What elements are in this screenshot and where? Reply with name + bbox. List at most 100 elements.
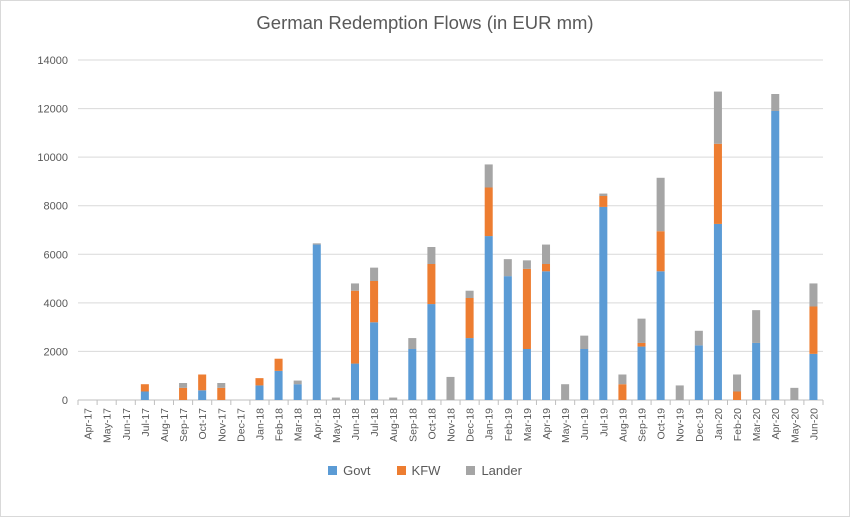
x-tick-label: Jan-18 [254, 408, 266, 440]
bar-segment-lander [522, 260, 531, 269]
bar-segment-lander [656, 177, 665, 232]
bar-segment-govt [503, 276, 512, 400]
bar-segment-govt [599, 206, 608, 400]
chart-title: German Redemption Flows (in EUR mm) [256, 12, 594, 33]
x-tick-label: Mar-19 [522, 408, 534, 441]
y-tick-label: 14000 [37, 55, 68, 67]
bar-segment-govt [408, 349, 417, 400]
bar-segment-lander [561, 384, 570, 400]
bar-segment-govt [350, 363, 359, 400]
bar-segment-govt [370, 322, 379, 400]
legend-label-lander: Lander [481, 463, 522, 478]
x-tick-label: Nov-17 [216, 408, 228, 442]
bar-segment-lander [694, 330, 703, 346]
bar-segment-govt [580, 349, 589, 400]
bar-segment-govt [140, 391, 149, 400]
bar-segment-lander [771, 94, 780, 111]
bar-segment-govt [274, 370, 283, 400]
x-tick-label: Sep-19 [637, 408, 649, 442]
y-tick-label: 2000 [44, 346, 68, 358]
bar-segment-kfw [370, 281, 379, 323]
x-tick-label: Feb-20 [732, 408, 744, 441]
x-tick-label: Apr-19 [541, 408, 553, 440]
bar-segment-kfw [522, 268, 531, 349]
bar-segment-kfw [713, 143, 722, 224]
bar-segment-govt [694, 345, 703, 400]
x-tick-label: Feb-19 [503, 408, 515, 441]
bar-segment-govt [771, 111, 780, 400]
bar-segment-kfw [179, 387, 188, 400]
bar-segment-lander [542, 244, 551, 264]
bar-segment-lander [599, 193, 608, 196]
bar-segment-kfw [656, 231, 665, 272]
bar-segment-lander [446, 376, 455, 400]
legend-item-govt: Govt [328, 463, 371, 478]
bar-segment-govt [542, 271, 551, 400]
bar-segment-kfw [255, 378, 264, 386]
bar-segment-lander [752, 310, 761, 343]
x-tick-label: Jun-19 [579, 408, 591, 440]
bar-segment-lander [312, 243, 321, 245]
x-tick-label: Feb-18 [274, 408, 286, 441]
y-tick-label: 6000 [44, 249, 68, 261]
x-tick-label: May-18 [331, 408, 343, 443]
x-tick-label: Jan-19 [484, 408, 496, 440]
bar-segment-govt [713, 223, 722, 400]
bar-segment-govt [656, 271, 665, 400]
y-tick-label: 4000 [44, 298, 68, 310]
x-tick-label: Aug-17 [159, 408, 171, 442]
bar-segment-kfw [465, 298, 474, 339]
x-tick-label: Mar-20 [751, 408, 763, 441]
x-tick-label: Jan-20 [713, 408, 725, 440]
bar-segment-govt [752, 342, 761, 400]
bar-segment-govt [484, 236, 493, 400]
x-tick-label: Apr-20 [770, 408, 782, 440]
bar-segment-lander [733, 374, 742, 392]
bar-segment-govt [293, 384, 302, 400]
x-tick-label: Nov-18 [446, 408, 458, 442]
x-tick-label: Jun-18 [350, 408, 362, 440]
x-tick-label: Jul-19 [598, 408, 610, 437]
bar-segment-kfw [484, 187, 493, 237]
bar-segment-govt [465, 338, 474, 400]
bar-segment-kfw [350, 290, 359, 364]
legend-swatch-kfw [396, 466, 406, 475]
legend-swatch-lander [466, 466, 476, 475]
bar-segment-lander [580, 335, 589, 349]
bar-segment-lander [790, 387, 799, 400]
x-tick-label: Jul-18 [369, 408, 381, 437]
bar-segment-govt [637, 346, 646, 400]
bar-segment-lander [408, 338, 417, 349]
x-tick-label: Apr-18 [312, 408, 324, 440]
bar-segment-lander [293, 380, 302, 385]
bar-segment-lander [503, 259, 512, 277]
x-tick-label: Dec-19 [694, 408, 706, 442]
legend-label-kfw: KFW [411, 463, 441, 478]
x-tick-label: Dec-18 [465, 408, 477, 442]
bar-segment-lander [809, 283, 818, 307]
bar-segment-lander [484, 164, 493, 188]
bar-segment-lander [675, 385, 684, 400]
bar-segment-lander [465, 290, 474, 298]
x-tick-label: Nov-19 [675, 408, 687, 442]
legend-item-kfw: KFW [396, 463, 441, 478]
x-tick-label: Sep-18 [407, 408, 419, 442]
legend-label-govt: Govt [343, 463, 371, 478]
bar-segment-lander [427, 247, 436, 264]
bar-segment-govt [522, 349, 531, 400]
bar-segment-govt [198, 390, 207, 400]
x-tick-label: Jul-17 [140, 408, 152, 437]
bar-segment-govt [427, 304, 436, 400]
bar-segment-kfw [274, 358, 283, 371]
x-tick-label: Aug-19 [617, 408, 629, 442]
bar-segment-kfw [140, 384, 149, 392]
bar-segment-lander [331, 397, 340, 400]
y-tick-label: 12000 [37, 104, 68, 116]
chart-legend: Govt KFW Lander [0, 463, 850, 478]
bar-segment-lander [217, 383, 226, 388]
bar-segment-kfw [217, 387, 226, 400]
bar-segment-lander [350, 283, 359, 291]
bar-segment-lander [370, 267, 379, 281]
